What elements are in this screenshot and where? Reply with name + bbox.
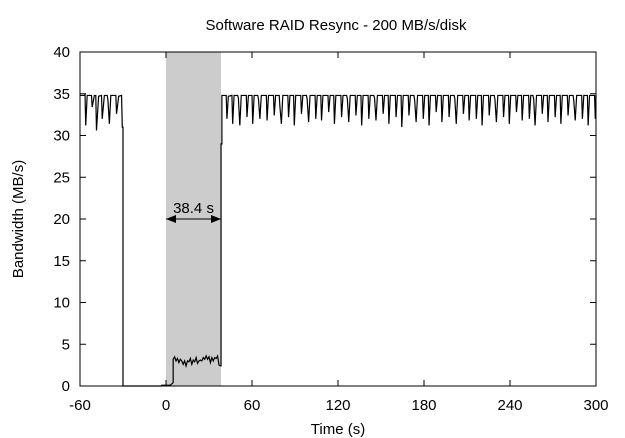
y-tick-label: 40 [53, 44, 70, 61]
x-axis-label: Time (s) [311, 421, 365, 438]
y-tick-label: 15 [53, 253, 70, 270]
x-tick-label: 300 [583, 397, 608, 414]
annotation-label: 38.4 s [173, 200, 214, 217]
y-tick-label: 30 [53, 128, 70, 145]
duration-annotation: 38.4 s [166, 200, 222, 223]
y-tick-label: 25 [53, 169, 70, 186]
x-tick-label: 120 [325, 397, 350, 414]
annotation-arrow-left [166, 215, 176, 223]
bandwidth-line [80, 93, 597, 387]
x-tick-label: 60 [244, 397, 261, 414]
x-tick-label: 0 [162, 397, 170, 414]
annotation-arrow-right [211, 215, 222, 223]
y-tick-label: 10 [53, 295, 70, 312]
x-tick-label: 180 [411, 397, 436, 414]
plot-frame [79, 51, 597, 387]
y-axis-label: Bandwidth (MB/s) [10, 160, 27, 278]
y-tick-label: 20 [53, 211, 70, 228]
y-ticks: 0 5 10 15 20 25 30 35 40 [53, 44, 596, 395]
chart-title: Software RAID Resync - 200 MB/s/disk [206, 17, 467, 34]
y-tick-label: 0 [62, 378, 70, 395]
x-tick-label: 240 [497, 397, 522, 414]
x-ticks: -60 0 60 120 180 240 300 [69, 52, 609, 414]
x-tick-label: -60 [69, 397, 91, 414]
y-tick-label: 35 [53, 86, 70, 103]
y-tick-label: 5 [62, 336, 70, 353]
